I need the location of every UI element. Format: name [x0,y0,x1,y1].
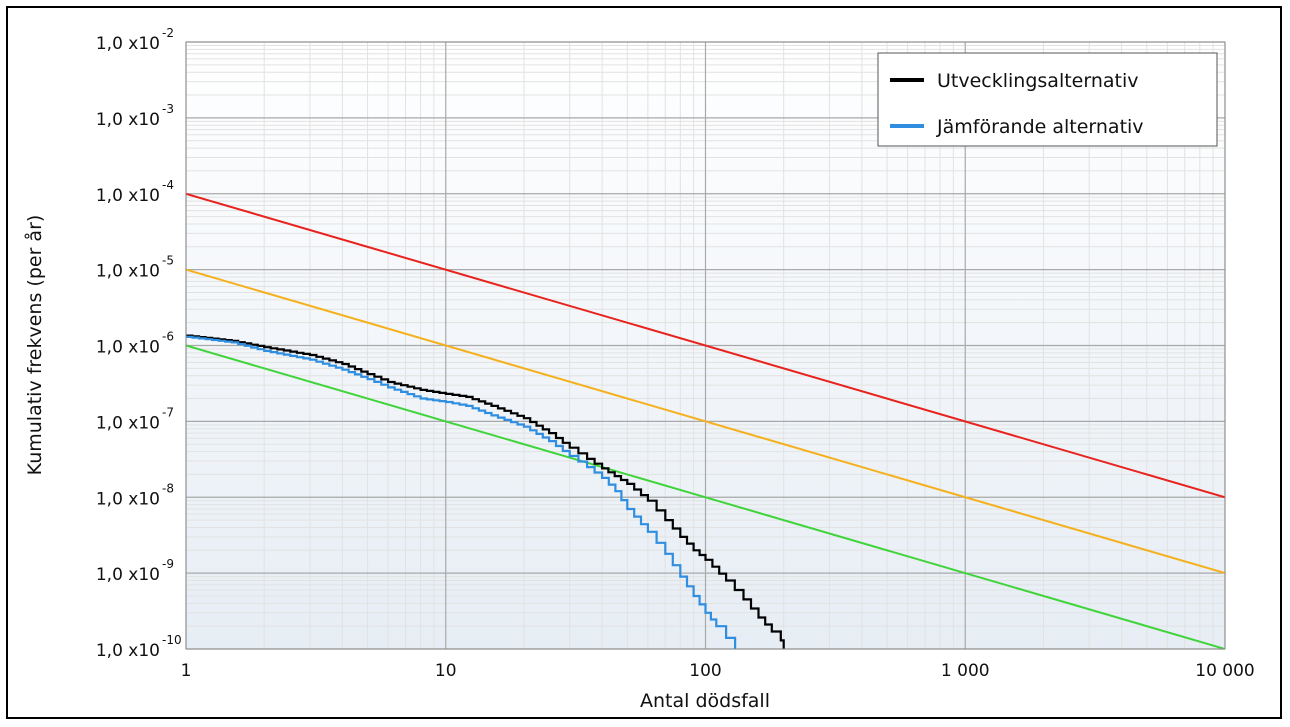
criteria-line-0 [186,192,1225,499]
x-tick-label: 1 000 [941,661,990,681]
y-tick-label: 1,0 x10 [96,338,160,358]
criteria-line-2 [186,344,1225,649]
legend-label-utvecklingsalternativ: Utvecklingsalternativ [937,70,1139,92]
y-axis-label: Kumulativ frekvens (per år) [23,215,46,476]
y-tick-exponent: -9 [162,557,174,571]
y-tick-exponent: -2 [162,26,174,40]
x-tick-label: 100 [689,661,721,681]
y-tick-exponent: -5 [162,254,174,268]
y-tick-label: 1,0 x10 [96,186,160,206]
y-tick-exponent: -10 [162,633,182,647]
y-tick-label: 1,0 x10 [96,413,160,433]
criteria-lines [186,192,1225,649]
x-tick-label: 10 000 [1195,661,1254,681]
legend-box [877,52,1218,147]
x-axis-label: Antal dödsfall [640,690,770,712]
y-tick-labels: 1,0 x10-21,0 x10-31,0 x10-41,0 x10-51,0 … [96,26,182,661]
series-line-utvecklingsalternativ [186,334,785,649]
x-tick-label: 1 [181,661,192,681]
y-tick-label: 1,0 x10 [96,34,160,54]
plot-border [185,41,1226,650]
y-tick-label: 1,0 x10 [96,565,160,585]
y-tick-label: 1,0 x10 [96,110,160,130]
y-tick-exponent: -3 [162,102,174,116]
y-tick-label: 1,0 x10 [96,262,160,282]
y-tick-exponent: -6 [162,330,174,344]
series-line-j-mf-rande-alternativ [186,335,737,649]
x-tick-labels: 1 10 100 1 000 10 000 [181,661,1255,681]
series-lines [186,334,785,649]
y-tick-exponent: -4 [162,178,174,192]
criteria-line-1 [186,268,1225,575]
legend-label-jamforande-alternativ: Jämförande alternativ [936,116,1144,138]
y-tick-label: 1,0 x10 [96,489,160,509]
y-tick-label: 1,0 x10 [96,641,160,661]
x-tick-label: 10 [435,661,457,681]
legend: Utvecklingsalternativ Jämförande alterna… [877,52,1218,147]
y-tick-exponent: -8 [162,481,174,495]
y-tick-exponent: -7 [162,405,174,419]
